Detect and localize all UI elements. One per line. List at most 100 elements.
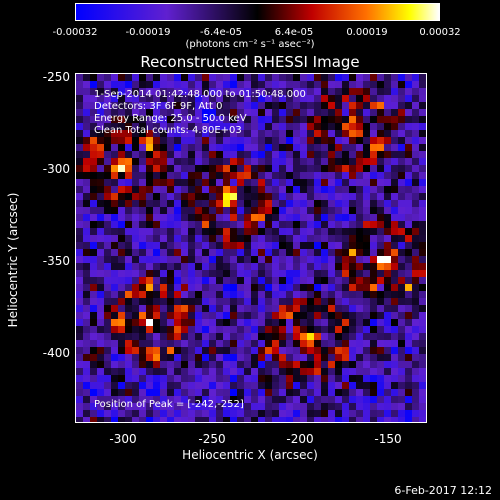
- heatmap-cell: [258, 151, 265, 158]
- heatmap-cell: [328, 410, 335, 417]
- heatmap-cell: [237, 382, 244, 389]
- heatmap-cell: [97, 270, 104, 277]
- heatmap-cell: [314, 165, 321, 172]
- heatmap-cell: [286, 326, 293, 333]
- heatmap-cell: [160, 130, 167, 137]
- heatmap-cell: [412, 81, 419, 88]
- heatmap-cell: [244, 354, 251, 361]
- heatmap-cell: [356, 263, 363, 270]
- heatmap-cell: [258, 298, 265, 305]
- heatmap-cell: [398, 403, 405, 410]
- heatmap-cell: [216, 144, 223, 151]
- heatmap-cell: [223, 81, 230, 88]
- heatmap-cell: [419, 249, 426, 256]
- heatmap-cell: [118, 326, 125, 333]
- heatmap-cell: [314, 270, 321, 277]
- heatmap-cell: [258, 81, 265, 88]
- heatmap-cell: [195, 228, 202, 235]
- heatmap-cell: [97, 95, 104, 102]
- heatmap-cell: [258, 347, 265, 354]
- heatmap-cell: [307, 200, 314, 207]
- heatmap-cell: [272, 333, 279, 340]
- heatmap-cell: [125, 284, 132, 291]
- heatmap-cell: [111, 347, 118, 354]
- heatmap-cell: [321, 396, 328, 403]
- heatmap-cell: [272, 298, 279, 305]
- heatmap-cell: [118, 354, 125, 361]
- heatmap-cell: [293, 340, 300, 347]
- heatmap-cell: [167, 277, 174, 284]
- heatmap-cell: [251, 151, 258, 158]
- heatmap-cell: [307, 207, 314, 214]
- heatmap-cell: [279, 172, 286, 179]
- heatmap-cell: [111, 228, 118, 235]
- heatmap-cell: [370, 74, 377, 81]
- heatmap-cell: [349, 284, 356, 291]
- heatmap-cell: [160, 333, 167, 340]
- heatmap-cell: [167, 235, 174, 242]
- heatmap-cell: [90, 305, 97, 312]
- heatmap-cell: [195, 403, 202, 410]
- heatmap-cell: [391, 214, 398, 221]
- heatmap-cell: [244, 249, 251, 256]
- heatmap-cell: [223, 305, 230, 312]
- heatmap-cell: [132, 312, 139, 319]
- heatmap-cell: [370, 333, 377, 340]
- heatmap-cell: [321, 284, 328, 291]
- heatmap-cell: [363, 228, 370, 235]
- heatmap-cell: [251, 284, 258, 291]
- heatmap-cell: [377, 165, 384, 172]
- heatmap-cell: [139, 207, 146, 214]
- heatmap-cell: [300, 256, 307, 263]
- heatmap-cell: [216, 410, 223, 417]
- heatmap-cell: [76, 389, 83, 396]
- heatmap-cell: [314, 382, 321, 389]
- heatmap-cell: [265, 151, 272, 158]
- heatmap-cell: [412, 347, 419, 354]
- heatmap-cell: [83, 88, 90, 95]
- heatmap-cell: [363, 109, 370, 116]
- heatmap-cell: [202, 144, 209, 151]
- heatmap-cell: [223, 361, 230, 368]
- heatmap-cell: [132, 347, 139, 354]
- heatmap-cell: [342, 270, 349, 277]
- heatmap-cell: [111, 151, 118, 158]
- heatmap-cell: [97, 284, 104, 291]
- heatmap-cell: [349, 137, 356, 144]
- heatmap-cell: [90, 221, 97, 228]
- heatmap-cell: [363, 193, 370, 200]
- heatmap-cell: [188, 186, 195, 193]
- heatmap-cell: [153, 221, 160, 228]
- heatmap-cell: [216, 389, 223, 396]
- heatmap-cell: [244, 130, 251, 137]
- heatmap-cell: [230, 277, 237, 284]
- heatmap-cell: [97, 102, 104, 109]
- heatmap-cell: [300, 333, 307, 340]
- heatmap-cell: [139, 340, 146, 347]
- heatmap-cell: [419, 158, 426, 165]
- heatmap-cell: [356, 347, 363, 354]
- heatmap-cell: [314, 326, 321, 333]
- heatmap-cell: [167, 347, 174, 354]
- heatmap-cell: [202, 214, 209, 221]
- heatmap-cell: [90, 242, 97, 249]
- heatmap-cell: [349, 242, 356, 249]
- heatmap-cell: [398, 396, 405, 403]
- heatmap-cell: [125, 396, 132, 403]
- heatmap-cell: [377, 116, 384, 123]
- heatmap-cell: [412, 95, 419, 102]
- heatmap-cell: [202, 116, 209, 123]
- heatmap-cell: [181, 277, 188, 284]
- heatmap-cell: [405, 368, 412, 375]
- heatmap-cell: [216, 116, 223, 123]
- heatmap-cell: [314, 368, 321, 375]
- heatmap-cell: [244, 81, 251, 88]
- heatmap-cell: [209, 95, 216, 102]
- heatmap-cell: [139, 417, 146, 422]
- heatmap-cell: [195, 158, 202, 165]
- heatmap-cell: [349, 74, 356, 81]
- heatmap-cell: [377, 354, 384, 361]
- heatmap-cell: [419, 396, 426, 403]
- heatmap-cell: [237, 116, 244, 123]
- heatmap-cell: [244, 396, 251, 403]
